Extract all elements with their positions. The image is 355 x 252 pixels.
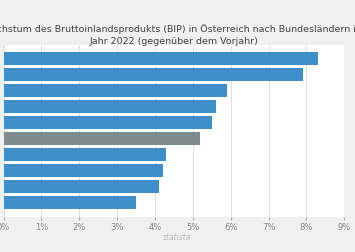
Bar xyxy=(4,69,303,82)
Bar xyxy=(4,117,212,130)
Title: Wachstum des Bruttoinlandsprodukts (BIP) in Österreich nach Bundesländern im
Jah: Wachstum des Bruttoinlandsprodukts (BIP)… xyxy=(0,24,355,45)
Bar xyxy=(4,53,318,66)
Bar xyxy=(4,101,215,114)
Bar xyxy=(4,133,201,145)
Bar xyxy=(4,196,136,209)
Text: statista: statista xyxy=(163,232,192,241)
Bar xyxy=(4,180,159,193)
Bar xyxy=(4,148,166,161)
Bar xyxy=(4,164,163,177)
Bar xyxy=(4,85,227,98)
